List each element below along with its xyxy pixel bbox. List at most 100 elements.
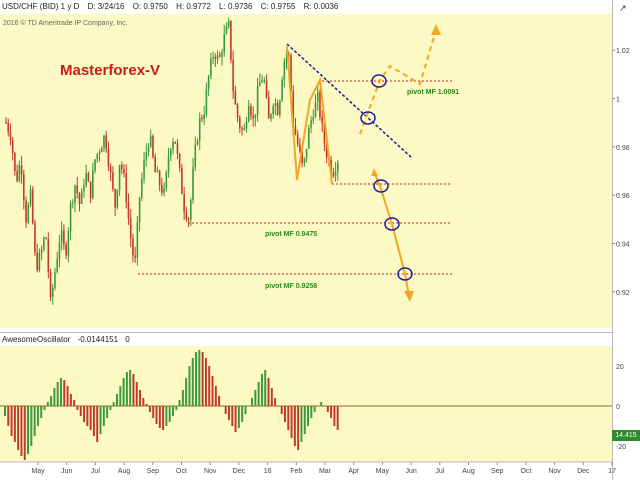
- oscillator-bar: [280, 406, 283, 414]
- oscillator-bar: [125, 372, 128, 406]
- price-chart-panel[interactable]: [0, 14, 612, 328]
- oscillator-bar: [89, 406, 92, 430]
- candle-body: [239, 117, 241, 129]
- oscillator-bar: [188, 366, 191, 406]
- candle-body: [149, 135, 152, 147]
- candle-body: [98, 152, 101, 154]
- oscillator-bar: [320, 402, 323, 406]
- oscillator-bar: [178, 400, 181, 406]
- candle-body: [92, 170, 94, 199]
- oscillator-bar: [274, 398, 277, 406]
- oscillator-bar: [73, 400, 76, 406]
- oscillator-bar: [211, 376, 214, 406]
- candle-body: [163, 188, 165, 193]
- time-tick-label: Jun: [405, 468, 416, 475]
- candle-body: [225, 26, 228, 34]
- oscillator-bar: [36, 406, 39, 426]
- oscillator-bar: [264, 370, 267, 406]
- oscillator-bar: [310, 406, 313, 418]
- oscillator-bar: [142, 398, 145, 406]
- candle-body: [165, 172, 168, 189]
- candle-body: [256, 86, 259, 115]
- expand-arrow-icon[interactable]: ↗: [619, 3, 627, 13]
- candle-body: [308, 127, 310, 149]
- oscillator-bar: [257, 382, 260, 406]
- oscillator-bar: [20, 406, 23, 456]
- candle-body: [176, 143, 179, 154]
- oscillator-name[interactable]: AwesomeOscillator: [2, 335, 71, 344]
- candle-body: [283, 61, 286, 80]
- oscillator-bar: [145, 404, 148, 406]
- oscillator-bar: [4, 406, 6, 416]
- oscillator-bar: [247, 406, 250, 407]
- candle-body: [109, 166, 112, 173]
- oscillator-bar: [237, 406, 240, 428]
- oscillator-bar: [218, 396, 221, 406]
- candle-body: [314, 101, 317, 117]
- candle-body: [69, 202, 72, 232]
- candle-body: [49, 272, 52, 297]
- symbol-label[interactable]: USD/CHF (BID) 1 y D: [2, 2, 80, 11]
- candle-body: [332, 172, 335, 176]
- price-tick-label: 0.98: [616, 145, 630, 152]
- time-tick-label: Sep: [491, 468, 504, 475]
- oscillator-bar: [168, 406, 171, 422]
- high-readout: H: 0.9772: [176, 2, 211, 11]
- oscillator-bar: [148, 406, 151, 412]
- oscillator-bar: [323, 406, 326, 407]
- oscillator-bar: [241, 406, 244, 422]
- oscillator-bar: [198, 350, 201, 406]
- oscillator-panel[interactable]: [0, 346, 612, 462]
- candle-body: [194, 144, 197, 168]
- candle-body: [212, 56, 214, 59]
- candle-body: [203, 114, 205, 120]
- open-readout: O: 0.9750: [132, 2, 168, 11]
- oscillator-bar: [13, 406, 16, 442]
- oscillator-bar: [155, 406, 158, 424]
- price-tick-label: 0.94: [616, 241, 630, 248]
- price-tick-label: 0.92: [616, 290, 630, 297]
- candle-body: [281, 79, 283, 101]
- oscillator-bar: [122, 378, 125, 406]
- candle-body: [83, 185, 85, 192]
- candle-body: [40, 249, 43, 254]
- oscillator-bar: [201, 352, 204, 406]
- candle-body: [47, 238, 50, 273]
- oscillator-bar: [135, 382, 138, 406]
- time-tick-label: Mar: [319, 468, 332, 475]
- oscillator-bar: [132, 374, 135, 406]
- oscillator-bar: [116, 394, 118, 406]
- price-tick-label: 0.96: [616, 193, 630, 200]
- oscillator-bar: [260, 374, 263, 406]
- oscillator-bar: [33, 406, 36, 436]
- candle-body: [105, 135, 107, 149]
- candle-body: [205, 89, 208, 115]
- candle-body: [123, 169, 125, 174]
- candle-body: [330, 160, 332, 173]
- oscillator-bar: [83, 406, 86, 422]
- projection-down-start-arrow: [371, 168, 378, 176]
- copyright-text: 2016 © TD Ameritrade IP Company, Inc.: [3, 20, 128, 27]
- candle-body: [296, 134, 299, 145]
- candle-body: [241, 128, 243, 130]
- pivot-circle-1: [371, 74, 387, 88]
- candle-body: [20, 165, 23, 175]
- range-readout: R: 0.0036: [303, 2, 339, 11]
- candle-body: [161, 185, 163, 193]
- oscillator-tick-label: 0: [616, 404, 620, 411]
- candle-body: [178, 153, 181, 168]
- candle-body: [261, 80, 263, 83]
- oscillator-bar: [56, 382, 59, 406]
- oscillator-bar: [66, 386, 69, 406]
- pivot-circle-5: [397, 267, 413, 281]
- pivot-label-1: pivot MF 1.0091: [407, 89, 460, 96]
- candle-body: [9, 131, 12, 140]
- oscillator-bar: [191, 358, 194, 406]
- price-axis[interactable]: [612, 0, 640, 480]
- oscillator-value: -0.0144151: [77, 335, 119, 344]
- time-tick-label: 17: [608, 468, 616, 475]
- oscillator-bar: [7, 406, 10, 426]
- oscillator-bar: [53, 388, 56, 406]
- candle-body: [196, 140, 199, 145]
- low-readout: L: 0.9736: [219, 2, 253, 11]
